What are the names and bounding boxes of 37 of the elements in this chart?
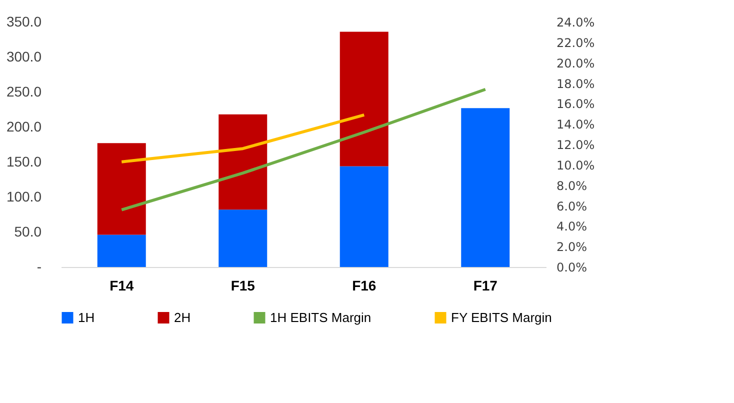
bar bbox=[97, 234, 146, 267]
line-series bbox=[120, 88, 487, 212]
y2-tick-label: 6.0% bbox=[556, 199, 587, 214]
y-tick-label: 250.0 bbox=[6, 84, 42, 100]
x-tick-label: F16 bbox=[352, 278, 376, 294]
bar bbox=[461, 108, 510, 267]
y-tick-label: 300.0 bbox=[6, 48, 42, 64]
y2-tick-label: 4.0% bbox=[556, 220, 587, 234]
x-tick-label: F14 bbox=[110, 278, 134, 294]
y2-tick-label: 14.0% bbox=[556, 118, 595, 132]
y-tick-label: - bbox=[36, 258, 42, 274]
legend-label: 1H EBITS Margin bbox=[270, 310, 372, 325]
y2-tick-label: 24.0% bbox=[556, 16, 595, 30]
bar bbox=[218, 114, 268, 210]
y-tick-label: 200.0 bbox=[6, 118, 42, 134]
x-tick-label: F15 bbox=[230, 278, 256, 294]
y-tick-label: 350.0 bbox=[6, 14, 42, 30]
bar bbox=[340, 166, 388, 267]
y2-tick-label: 12.0% bbox=[556, 138, 595, 152]
y2-tick-label: 16.0% bbox=[556, 97, 595, 112]
legend-label: FY EBITS Margin bbox=[451, 310, 552, 325]
legend-label: 1H bbox=[78, 310, 95, 325]
x-tick-label: F17 bbox=[473, 278, 498, 294]
y2-tick-label: 0.0% bbox=[556, 260, 587, 274]
y2-tick-label: 20.0% bbox=[556, 56, 595, 70]
y2-tick-label: 18.0% bbox=[556, 76, 595, 91]
bar bbox=[97, 143, 146, 235]
y-tick-label: 50.0 bbox=[14, 224, 42, 240]
y2-tick-label: 10.0% bbox=[556, 158, 595, 172]
legend-label: 2H bbox=[174, 310, 191, 325]
y-tick-label: 150.0 bbox=[6, 154, 42, 170]
y2-tick-label: 8.0% bbox=[556, 178, 587, 193]
bar bbox=[340, 32, 388, 166]
y2-tick-label: 2.0% bbox=[556, 240, 587, 254]
y2-tick-label: 22.0% bbox=[556, 36, 595, 50]
y-tick-label: 100.0 bbox=[6, 188, 42, 204]
bar bbox=[218, 210, 268, 267]
